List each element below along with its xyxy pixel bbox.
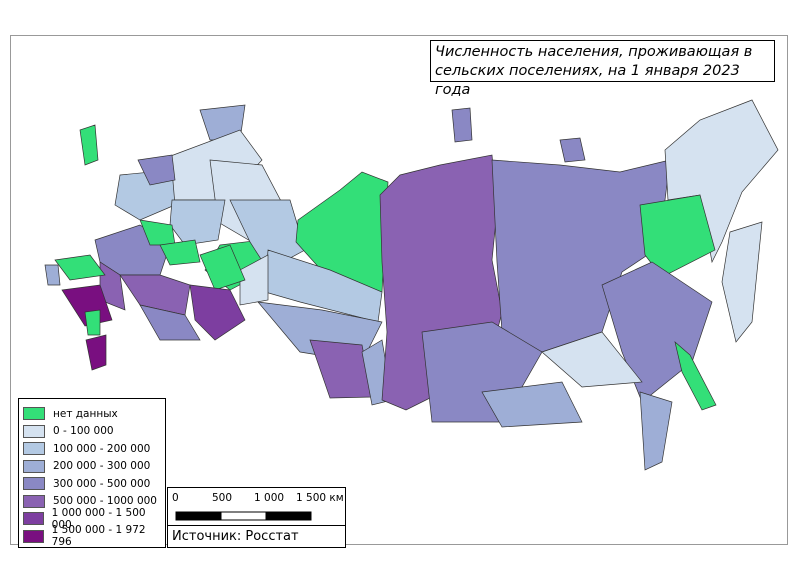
legend-label: 1 000 000 - 1 500 000 — [51, 506, 146, 531]
region — [481, 381, 583, 428]
region — [239, 254, 269, 306]
region — [159, 239, 201, 266]
legend-swatch — [23, 442, 45, 456]
legend-item: 1 000 000 - 1 500 000 — [23, 506, 161, 531]
region — [639, 391, 673, 471]
region — [139, 304, 201, 341]
legend-item: 1 500 000 - 1 972 796 — [23, 524, 161, 548]
legend-item: 200 000 - 300 000 — [23, 458, 161, 476]
legend-item: 500 000 - 1000 000 — [23, 493, 161, 511]
legend: нет данных 0 - 100 000 100 000 - 200 000 20… — [18, 398, 166, 548]
map-title: Численность населения, проживающая в сел… — [430, 40, 775, 98]
region — [639, 194, 716, 278]
region — [137, 154, 176, 186]
region — [541, 331, 643, 388]
region — [85, 334, 107, 371]
scale-graphic — [175, 511, 312, 521]
region — [79, 124, 99, 166]
map-frame — [10, 35, 788, 545]
scale-label: 0 — [172, 492, 179, 504]
legend-label: 1 500 000 - 1 972 796 — [51, 524, 146, 549]
legend-label: 200 000 - 300 000 — [53, 460, 151, 473]
legend-item: нет данных — [23, 405, 161, 423]
scale-label: 1 500 км — [296, 492, 344, 504]
scale-bar: 0 500 1 000 1 500 км — [167, 487, 346, 526]
legend-swatch — [23, 494, 45, 508]
legend-item: 0 - 100 000 — [23, 423, 161, 441]
region — [199, 244, 246, 291]
legend-item: 100 000 - 200 000 — [23, 440, 161, 458]
legend-item: 300 000 - 500 000 — [23, 475, 161, 493]
region — [309, 339, 373, 399]
legend-swatch — [23, 407, 45, 421]
region — [44, 264, 61, 286]
legend-label: 500 000 - 1000 000 — [53, 495, 157, 508]
legend-swatch — [23, 477, 45, 491]
legend-swatch — [23, 459, 45, 473]
region — [491, 159, 671, 353]
region — [559, 137, 586, 163]
legend-label: 300 000 - 500 000 — [53, 477, 151, 490]
scale-label: 1 000 — [254, 492, 285, 504]
scale-label: 500 — [212, 492, 233, 504]
legend-label: нет данных — [53, 407, 118, 420]
region — [189, 284, 246, 341]
region — [451, 107, 473, 143]
region — [721, 221, 763, 343]
legend-swatch — [23, 512, 44, 526]
legend-swatch — [23, 424, 45, 438]
region — [84, 309, 101, 336]
region — [119, 274, 191, 316]
legend-swatch — [23, 529, 44, 543]
region — [674, 341, 717, 411]
region — [169, 199, 226, 246]
legend-label: 100 000 - 200 000 — [53, 442, 151, 455]
source: Источник: Росстат — [167, 525, 346, 548]
region — [54, 254, 106, 281]
legend-label: 0 - 100 000 — [53, 425, 114, 438]
